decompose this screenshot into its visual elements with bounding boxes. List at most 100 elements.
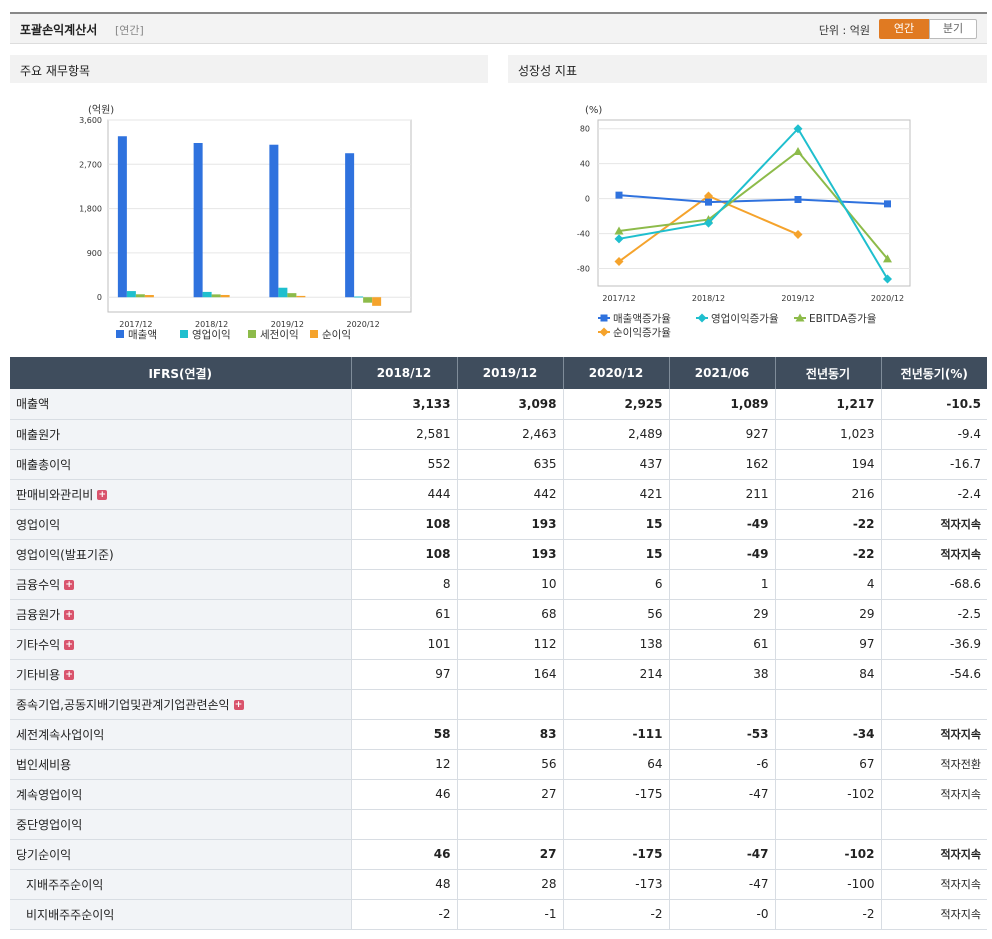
table-cell: 4	[775, 569, 882, 600]
row-label: 종속기업,공동지배기업및관계기업관련손익 +	[10, 689, 352, 720]
table-row: 법인세비용 12 56 64 -6 67 적자전환	[10, 749, 987, 780]
table-cell: 46	[351, 839, 458, 870]
column-header: IFRS(연결)	[10, 357, 352, 389]
table-cell: 29	[669, 599, 776, 630]
left-panel-title: 주요 재무항목	[10, 55, 488, 83]
table-row: 판매비와관리비 +444 442 421 211 216 -2.4	[10, 479, 987, 510]
bar	[278, 287, 288, 298]
legend-label: 영업이익	[192, 328, 231, 341]
table-cell: 56	[457, 749, 564, 780]
table-cell: -2.4	[881, 479, 987, 510]
table-cell	[669, 689, 776, 720]
table-cell: 437	[563, 449, 670, 480]
data-point	[793, 229, 803, 239]
row-label: 세전계속사업이익	[10, 719, 352, 750]
legend-label: 세전이익	[260, 329, 299, 341]
quarterly-tab-button[interactable]: 분기	[929, 19, 977, 39]
expand-plus-icon[interactable]: +	[64, 670, 75, 680]
legend-label: 순이익증가율	[613, 327, 671, 339]
table-cell: 635	[457, 449, 564, 480]
column-header: 전년동기(%)	[881, 357, 987, 389]
table-row: 세전계속사업이익 58 83 -111 -53 -34 적자지속	[10, 719, 987, 750]
legend-marker	[795, 313, 805, 322]
expand-plus-icon[interactable]: +	[64, 640, 75, 650]
table-cell: 46	[351, 779, 458, 810]
table-cell	[457, 809, 564, 840]
table-cell: 38	[669, 659, 776, 690]
table-cell: 108	[351, 509, 458, 540]
table-row: 중단영업이익	[10, 809, 987, 840]
table-cell: 84	[775, 659, 882, 690]
legend-label: 영업이익증가율	[711, 312, 779, 325]
right-panel-title: 성장성 지표	[508, 55, 987, 83]
row-label: 판매비와관리비 +	[10, 479, 352, 510]
table-row: 영업이익(발표기준) 108 193 15 -49 -22 적자지속	[10, 539, 987, 570]
table-cell: 적자지속	[881, 779, 987, 810]
row-label-text: 중단영업이익	[16, 817, 83, 832]
row-label: 매출총이익	[10, 449, 352, 480]
table-cell: 193	[457, 539, 564, 570]
table-cell: 적자지속	[881, 509, 987, 540]
table-cell: -49	[669, 509, 776, 540]
table-cell: -2	[563, 899, 670, 930]
table-cell: 3,098	[457, 389, 564, 420]
expand-plus-icon[interactable]: +	[97, 490, 108, 500]
table-cell: -2.5	[881, 599, 987, 630]
legend-label: 매출액증가율	[613, 313, 671, 325]
table-cell: -102	[775, 779, 882, 810]
y-tick-label: 2,700	[79, 160, 102, 169]
expand-plus-icon[interactable]: +	[64, 580, 75, 590]
table-cell: -68.6	[881, 569, 987, 600]
bar	[345, 153, 355, 298]
expand-plus-icon[interactable]: +	[233, 700, 244, 710]
row-label-text: 금융원가	[16, 607, 61, 622]
y-tick-label: 80	[580, 125, 590, 134]
bar	[135, 294, 145, 298]
table-cell: 421	[563, 479, 670, 510]
y-tick-label: 0	[585, 195, 590, 204]
table-cell	[669, 809, 776, 840]
table-cell	[881, 689, 987, 720]
table-cell: -54.6	[881, 659, 987, 690]
bar	[372, 297, 382, 306]
plot-area	[107, 119, 412, 313]
row-label-text: 판매비와관리비	[16, 487, 94, 502]
bar	[117, 136, 127, 298]
legend-swatch	[310, 330, 318, 338]
x-tick-label: 2017/12	[602, 294, 635, 303]
table-cell: 2,925	[563, 389, 670, 420]
row-label-text: 매출총이익	[16, 457, 72, 472]
row-label: 영업이익	[10, 509, 352, 540]
table-cell: 15	[563, 539, 670, 570]
data-point	[704, 218, 713, 228]
bar	[363, 297, 373, 303]
table-cell: 27	[457, 779, 564, 810]
row-label-text: 매출원가	[16, 427, 61, 442]
table-cell: 83	[457, 719, 564, 750]
table-cell: -34	[775, 719, 882, 750]
row-label-text: 영업이익	[16, 517, 61, 532]
table-cell: 61	[351, 599, 458, 630]
table-row: 기타수익 +101 112 138 61 97 -36.9	[10, 629, 987, 660]
table-row: 매출원가 2,581 2,463 2,489 927 1,023 -9.4	[10, 419, 987, 450]
expand-plus-icon[interactable]: +	[64, 610, 75, 620]
row-label: 비지배주주순이익	[10, 899, 352, 930]
table-cell	[563, 809, 670, 840]
row-label-text: 종속기업,공동지배기업및관계기업관련손익	[16, 697, 230, 712]
table-cell: 12	[351, 749, 458, 780]
row-label: 기타수익 +	[10, 629, 352, 660]
bar	[296, 295, 306, 298]
table-cell: 61	[669, 629, 776, 660]
table-cell: 56	[563, 599, 670, 630]
bar	[211, 294, 221, 298]
x-tick-label: 2017/12	[119, 320, 152, 329]
annual-tab-button[interactable]: 연간	[879, 19, 929, 39]
data-point	[884, 200, 891, 208]
table-cell: 8	[351, 569, 458, 600]
table-cell	[351, 809, 458, 840]
table-cell: 15	[563, 509, 670, 540]
table-cell: 1,089	[669, 389, 776, 420]
row-label-text: 당기순이익	[16, 847, 72, 862]
bar	[126, 291, 136, 298]
data-point	[614, 257, 624, 267]
